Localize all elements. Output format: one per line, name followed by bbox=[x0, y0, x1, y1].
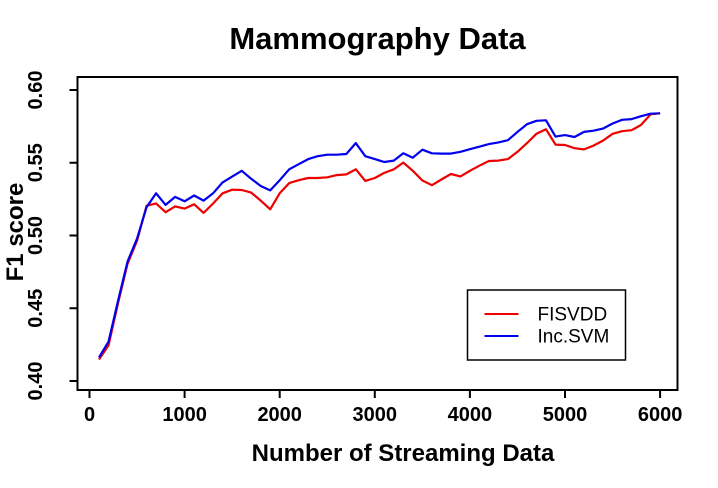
plot-box bbox=[76, 76, 679, 391]
legend-label-fisvdd: FISVDD bbox=[538, 305, 608, 326]
y-tick-label: 0.50 bbox=[25, 216, 47, 255]
y-tick-label: 0.40 bbox=[25, 362, 47, 401]
x-tick-label: 0 bbox=[84, 404, 95, 426]
x-tick-label: 1000 bbox=[162, 404, 207, 426]
y-tick-label: 0.45 bbox=[25, 289, 47, 328]
legend-label-inc-svm: Inc.SVM bbox=[538, 327, 610, 348]
x-axis-title: Number of Streaming Data bbox=[251, 440, 555, 467]
y-tick-label: 0.60 bbox=[25, 71, 47, 110]
legend-box bbox=[466, 289, 627, 361]
series-line-inc-svm bbox=[98, 112, 661, 358]
x-tick-label: 5000 bbox=[543, 404, 588, 426]
y-tick-label: 0.55 bbox=[25, 143, 47, 182]
x-tick-label: 2000 bbox=[257, 404, 302, 426]
chart-title: Mammography Data bbox=[229, 21, 526, 56]
x-tick-label: 3000 bbox=[353, 404, 398, 426]
x-tick-label: 6000 bbox=[638, 404, 683, 426]
x-tick-label: 4000 bbox=[448, 404, 493, 426]
series-line-fisvdd bbox=[98, 112, 661, 361]
